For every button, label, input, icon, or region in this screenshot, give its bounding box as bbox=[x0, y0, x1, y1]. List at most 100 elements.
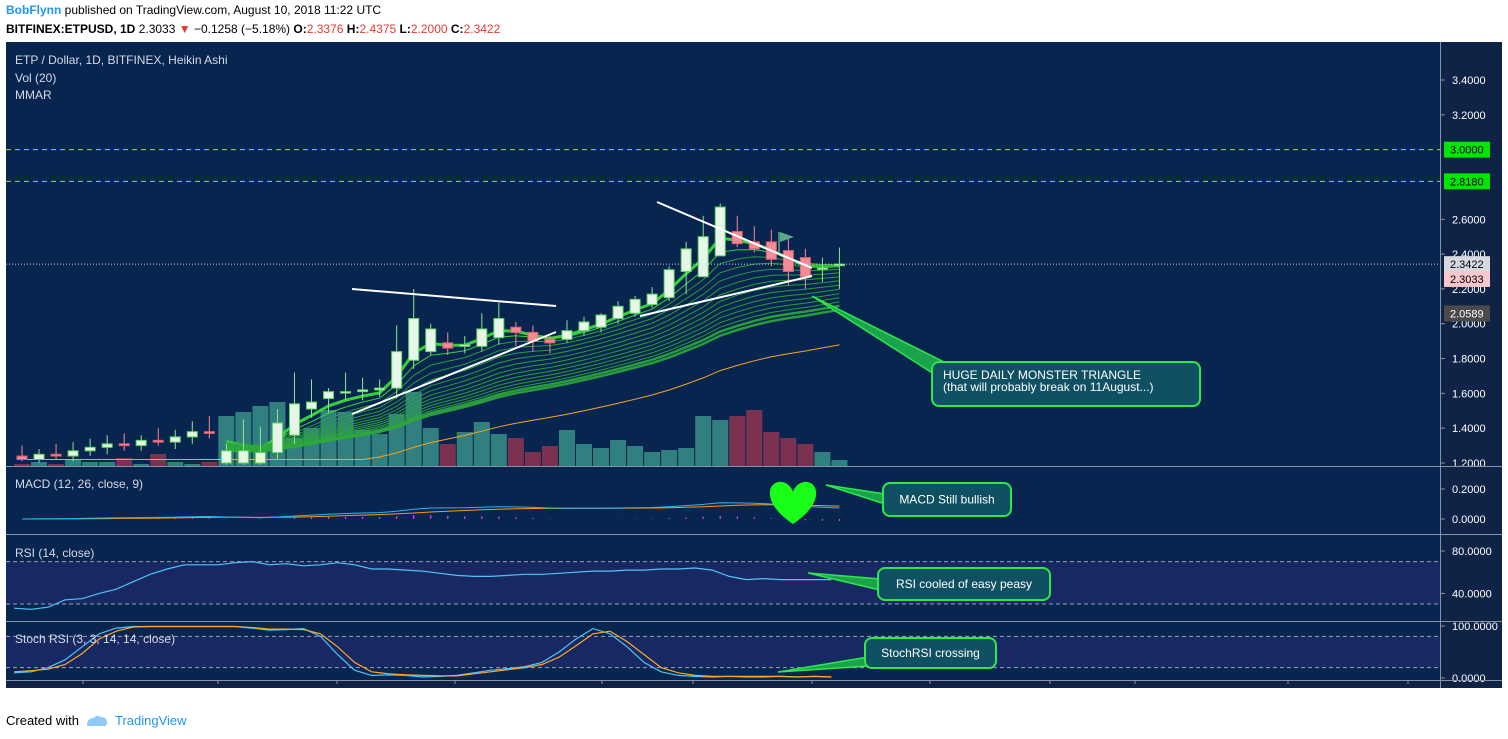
price-badge-label: 2.3422 bbox=[1450, 259, 1484, 271]
volume-bar bbox=[593, 448, 610, 466]
symbol-line: BITFINEX:ETPUSD, 1D 2.3033 ▼ −0.1258 (−5… bbox=[6, 22, 501, 36]
candle bbox=[442, 342, 454, 349]
y-tick-label: 0.0000 bbox=[1452, 514, 1486, 526]
x-tick-label: 27 bbox=[1044, 687, 1056, 688]
rsi-annotation: RSI cooled of easy peasy bbox=[807, 567, 1051, 601]
volume-ma-line bbox=[22, 344, 840, 460]
price-pane-title: ETP / Dollar, 1D, BITFINEX, Heikin Ashi bbox=[15, 53, 228, 67]
price-badge bbox=[1444, 256, 1490, 273]
candle bbox=[697, 236, 709, 278]
mmar-line bbox=[226, 276, 840, 449]
candle bbox=[203, 431, 215, 434]
author-link[interactable]: BobFlynn bbox=[6, 3, 62, 17]
y-tick-label: 100.0000 bbox=[1452, 621, 1498, 633]
y-tick-label: 2.0000 bbox=[1452, 319, 1486, 331]
volume-bar bbox=[661, 450, 678, 466]
mmar-line bbox=[226, 284, 840, 450]
macd-annotation: MACD Still bullish bbox=[825, 482, 1012, 517]
volume-bar bbox=[116, 458, 133, 466]
candle bbox=[374, 387, 386, 391]
published-text: published on TradingView.com, August 10,… bbox=[64, 3, 382, 17]
last-price: 2.3033 bbox=[138, 22, 176, 36]
y-tick-label: 3.2000 bbox=[1452, 110, 1486, 122]
symbol-name: BITFINEX:ETPUSD, 1D bbox=[6, 22, 136, 36]
candle bbox=[118, 443, 130, 447]
volume-bar bbox=[473, 422, 490, 466]
stoch-title: Stoch RSI (3, 3, 14, 14, close) bbox=[15, 632, 175, 646]
candle bbox=[663, 269, 675, 299]
macd-signal-line bbox=[22, 504, 840, 520]
volume-bar bbox=[31, 462, 48, 466]
volume-bar bbox=[780, 438, 797, 466]
stoch-band bbox=[6, 636, 1440, 668]
x-tick-label: 23 bbox=[449, 687, 461, 688]
mmar-line bbox=[226, 308, 840, 453]
price-badge-label: 2.8180 bbox=[1450, 176, 1484, 188]
callout-text: HUGE DAILY MONSTER TRIANGLE bbox=[943, 368, 1141, 382]
volume-bar bbox=[797, 444, 814, 466]
x-tick-label: Sep bbox=[1125, 687, 1145, 688]
stoch-d-line bbox=[13, 625, 832, 678]
candle bbox=[152, 439, 164, 443]
volume-bar bbox=[422, 428, 439, 466]
mmar-line bbox=[226, 288, 840, 450]
candle bbox=[680, 248, 692, 272]
macd-line bbox=[21, 502, 840, 520]
volume-bar bbox=[610, 440, 627, 466]
triangle-trendline bbox=[351, 331, 557, 415]
candle bbox=[476, 328, 488, 347]
volume-bar bbox=[763, 432, 780, 466]
candle bbox=[323, 391, 335, 400]
callout-text: (that will probably break on 11August...… bbox=[943, 380, 1154, 394]
y-tick-label: 3.4000 bbox=[1452, 75, 1486, 87]
y-tick-label: 2.6000 bbox=[1452, 214, 1486, 226]
y-tick-label: 1.4000 bbox=[1452, 423, 1486, 435]
candle bbox=[50, 453, 62, 457]
x-tick-label: 6 bbox=[690, 687, 696, 688]
flag-icon bbox=[780, 232, 794, 242]
y-tick-label: 1.6000 bbox=[1452, 388, 1486, 400]
candle bbox=[595, 314, 607, 328]
triangle-trendline bbox=[656, 201, 813, 269]
x-tick-label: 17 bbox=[1402, 687, 1414, 688]
callout-text: MACD Still bullish bbox=[899, 493, 994, 507]
y-tick-label: 80.0000 bbox=[1452, 546, 1492, 558]
candle bbox=[357, 389, 369, 393]
volume-bar bbox=[439, 444, 456, 466]
candle bbox=[340, 391, 352, 394]
candle bbox=[391, 351, 403, 389]
macd-pane[interactable] bbox=[6, 467, 1440, 534]
x-tick-label: 20 bbox=[924, 687, 936, 688]
candle bbox=[459, 344, 471, 347]
open-value: 2.3376 bbox=[306, 22, 344, 36]
candle bbox=[493, 318, 505, 339]
candle bbox=[425, 328, 437, 353]
created-with-text: Created with bbox=[6, 713, 79, 728]
close-value: 2.3422 bbox=[463, 22, 501, 36]
triangle-annotation: HUGE DAILY MONSTER TRIANGLE(that will pr… bbox=[811, 295, 1201, 407]
volume-bar bbox=[456, 432, 473, 466]
x-tick-label: 10 bbox=[1282, 687, 1294, 688]
tradingview-link[interactable]: TradingView bbox=[114, 713, 187, 728]
volume-bar bbox=[354, 430, 371, 466]
volume-bar bbox=[65, 460, 82, 466]
candle bbox=[646, 293, 658, 306]
volume-bar bbox=[558, 430, 575, 466]
chart-canvas[interactable]: 3.40003.20002.60002.40002.20002.00001.80… bbox=[0, 42, 1508, 688]
volume-bar bbox=[371, 434, 388, 466]
triangle-trendline bbox=[351, 288, 557, 307]
tradingview-logo-icon bbox=[86, 715, 107, 726]
candle bbox=[186, 431, 198, 438]
volume-bar bbox=[82, 462, 99, 466]
candle bbox=[135, 439, 147, 447]
candle bbox=[16, 455, 28, 461]
price-badge bbox=[1444, 305, 1490, 322]
volume-bar bbox=[695, 416, 712, 466]
volume-bar bbox=[541, 446, 558, 466]
y-tick-label: 0.2000 bbox=[1452, 484, 1486, 496]
candle bbox=[33, 453, 45, 461]
volume-bar bbox=[627, 446, 644, 466]
mmar-line bbox=[226, 280, 840, 449]
y-tick-label: 40.0000 bbox=[1452, 588, 1492, 600]
volume-bar bbox=[490, 434, 507, 466]
